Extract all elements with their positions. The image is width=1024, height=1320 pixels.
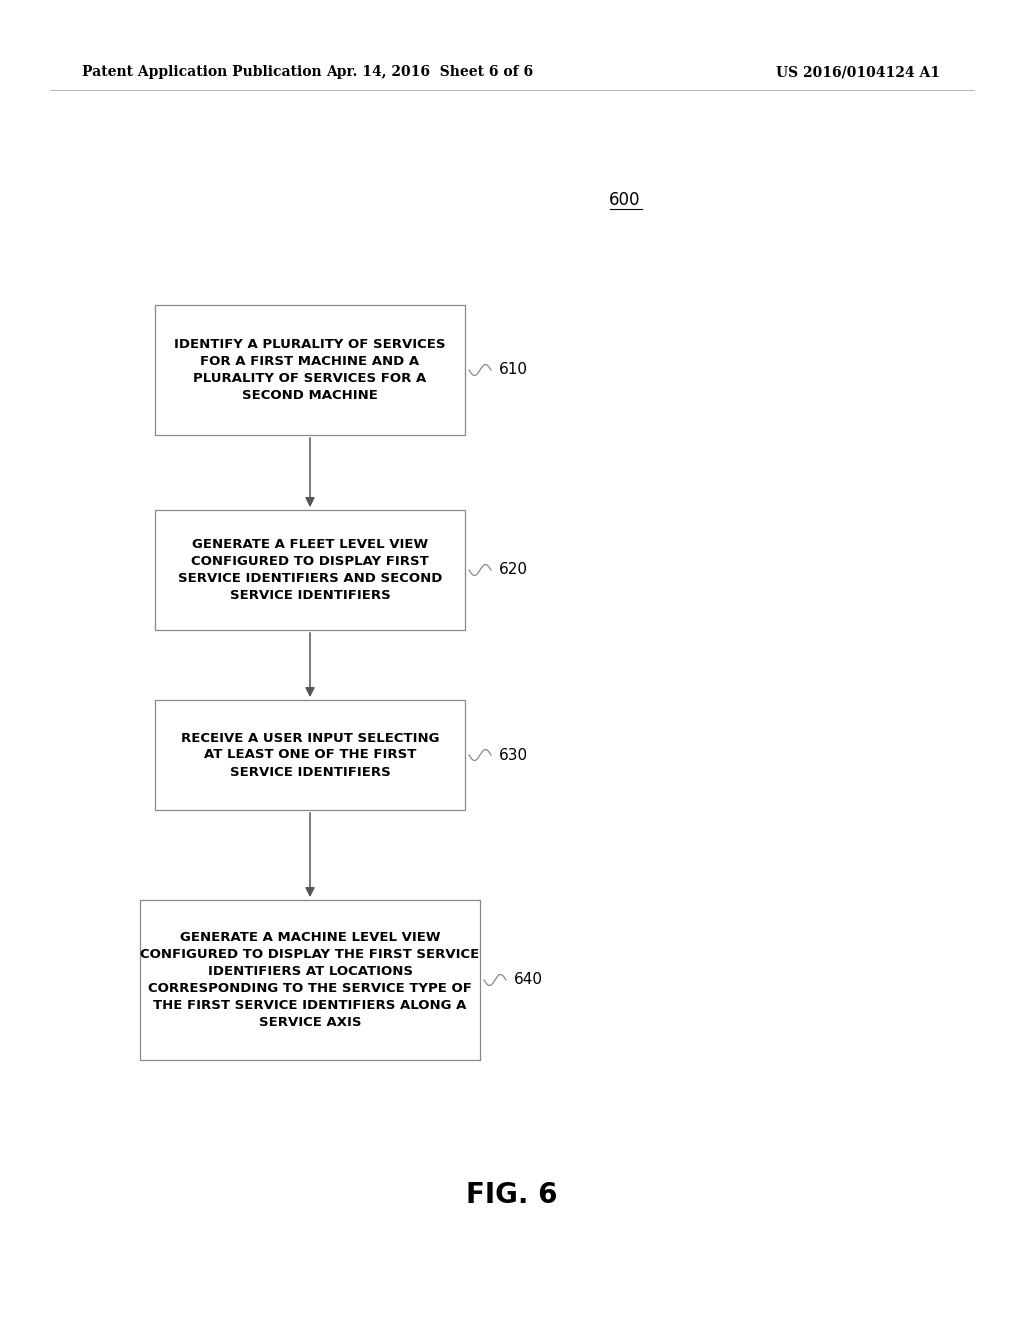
Text: Apr. 14, 2016  Sheet 6 of 6: Apr. 14, 2016 Sheet 6 of 6 [327,65,534,79]
Text: 610: 610 [499,363,528,378]
Text: 620: 620 [499,562,528,578]
Text: US 2016/0104124 A1: US 2016/0104124 A1 [776,65,940,79]
Text: IDENTIFY A PLURALITY OF SERVICES
FOR A FIRST MACHINE AND A
PLURALITY OF SERVICES: IDENTIFY A PLURALITY OF SERVICES FOR A F… [174,338,445,403]
Text: 640: 640 [514,973,543,987]
Bar [155,700,465,810]
Text: Patent Application Publication: Patent Application Publication [82,65,322,79]
Text: 630: 630 [499,747,528,763]
Bar [155,510,465,630]
Text: GENERATE A FLEET LEVEL VIEW
CONFIGURED TO DISPLAY FIRST
SERVICE IDENTIFIERS AND : GENERATE A FLEET LEVEL VIEW CONFIGURED T… [178,539,442,602]
Text: GENERATE A MACHINE LEVEL VIEW
CONFIGURED TO DISPLAY THE FIRST SERVICE
IDENTIFIER: GENERATE A MACHINE LEVEL VIEW CONFIGURED… [140,931,479,1030]
Bar [155,305,465,436]
Text: RECEIVE A USER INPUT SELECTING
AT LEAST ONE OF THE FIRST
SERVICE IDENTIFIERS: RECEIVE A USER INPUT SELECTING AT LEAST … [181,731,439,779]
Text: FIG. 6: FIG. 6 [466,1181,558,1209]
Text: 600: 600 [609,191,641,209]
Bar [140,900,480,1060]
